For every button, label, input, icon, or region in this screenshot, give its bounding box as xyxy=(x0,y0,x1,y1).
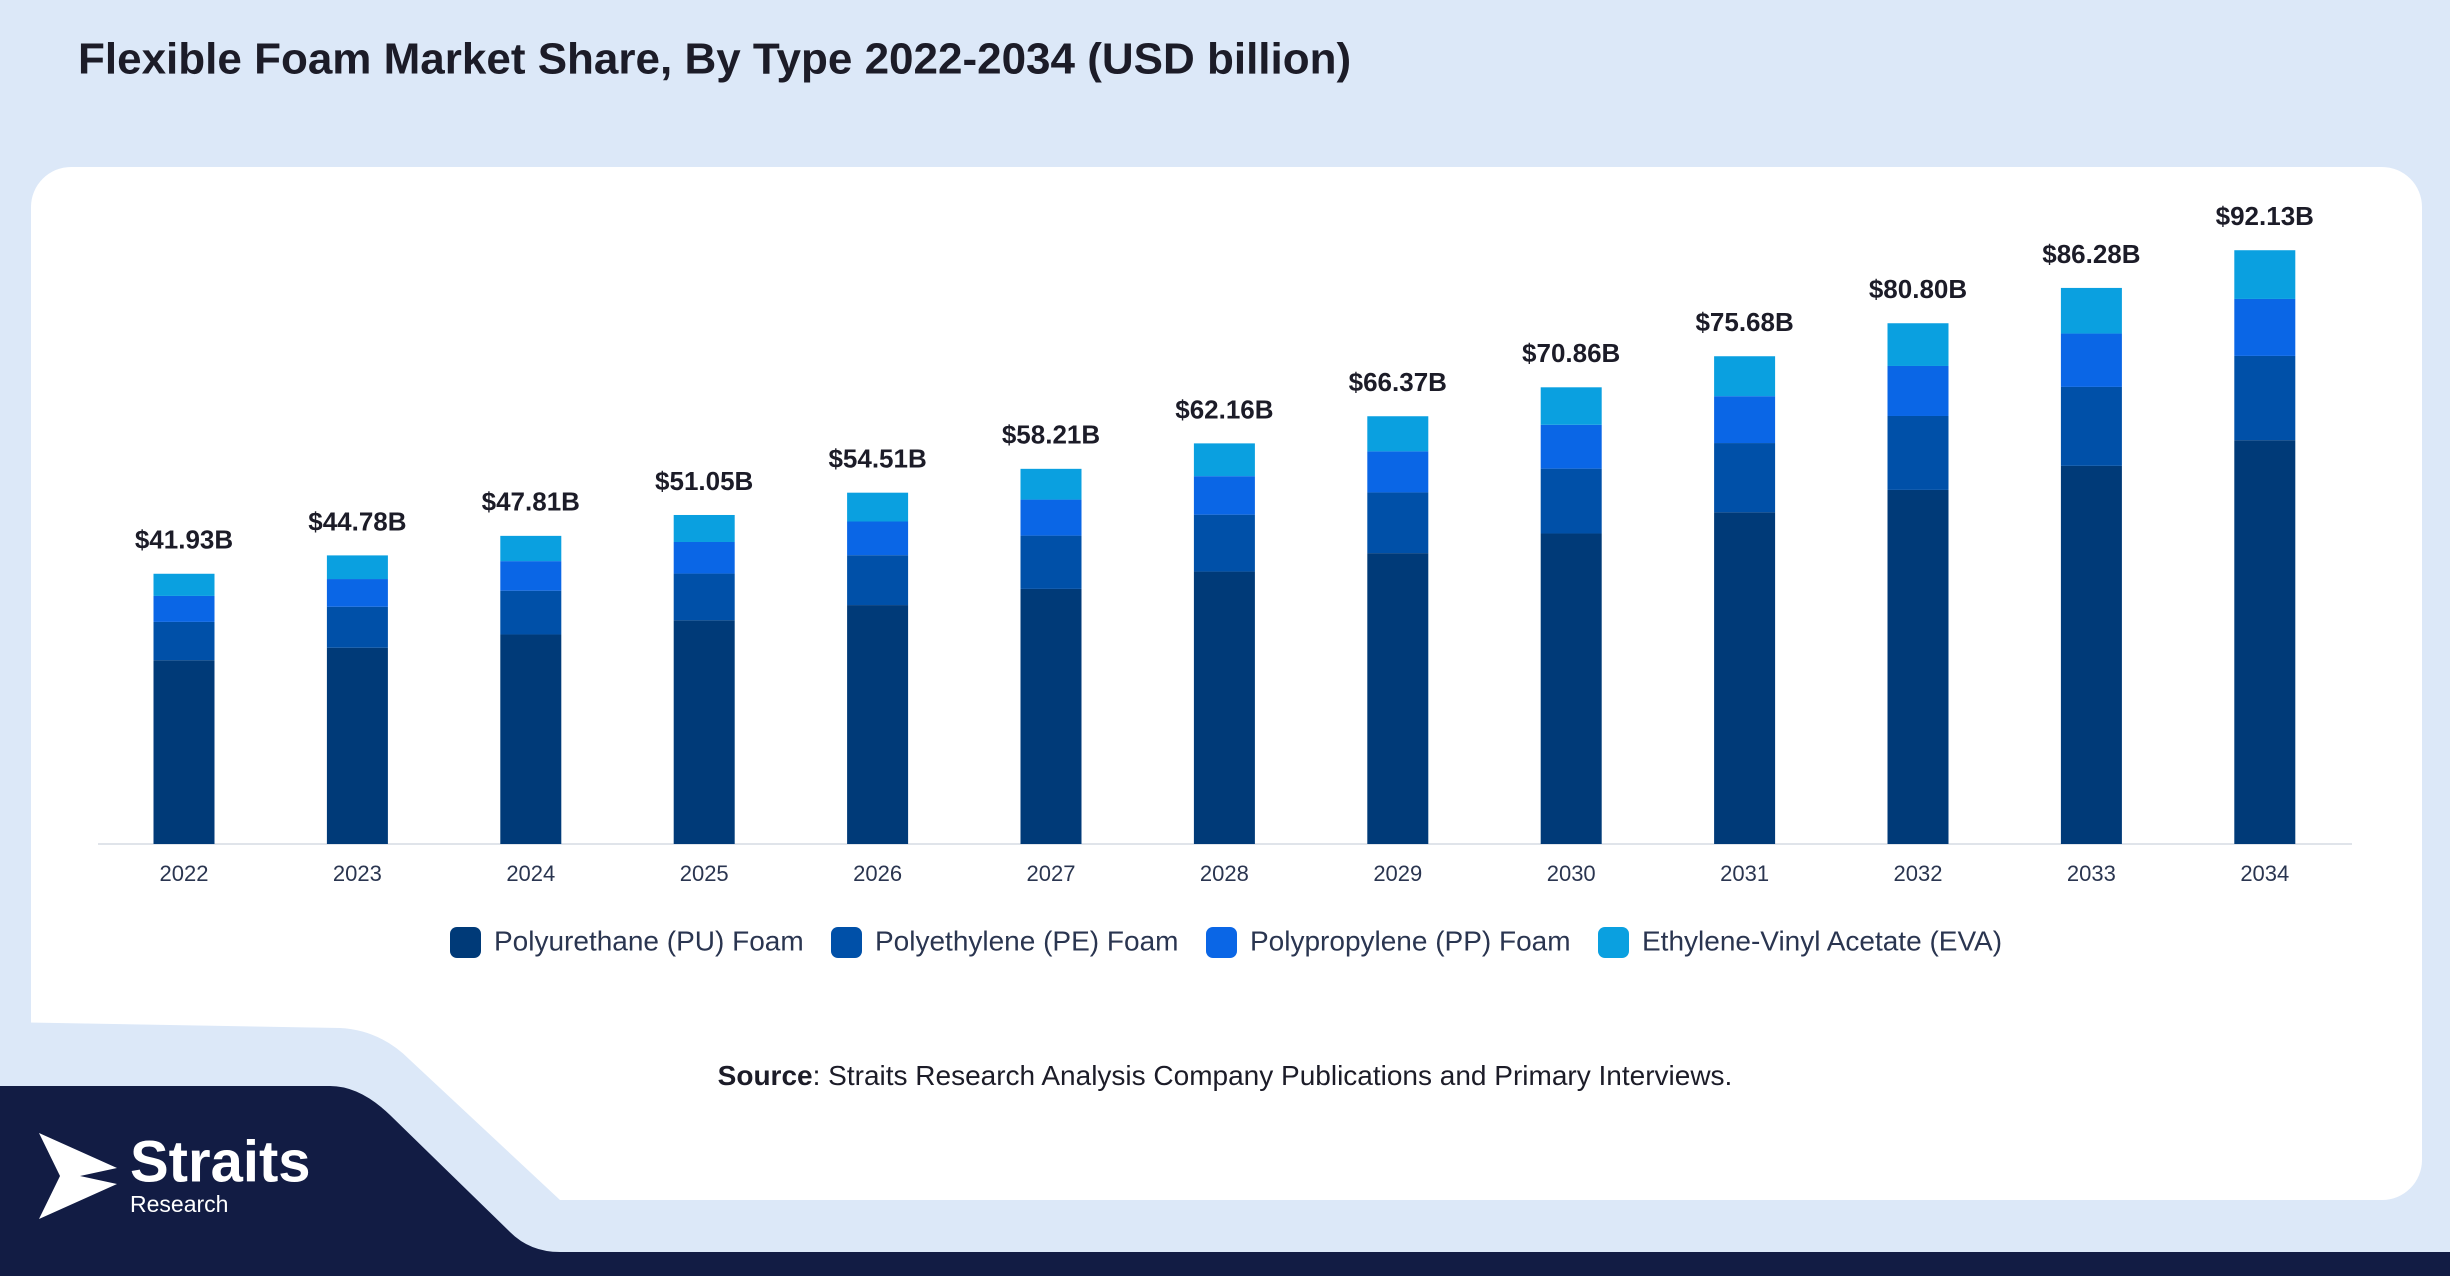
bar-segment xyxy=(326,647,388,844)
source: Source: Straits Research Analysis Compan… xyxy=(718,1060,1733,1091)
bar-segment xyxy=(2234,298,2296,356)
bar-segment xyxy=(2060,465,2122,844)
bar-segment xyxy=(153,573,215,596)
x-tick-label: 2034 xyxy=(2240,861,2289,886)
bar-segment xyxy=(1193,476,1255,515)
bar-segment xyxy=(2060,333,2122,387)
bar-segment xyxy=(1540,533,1602,844)
bar-segment xyxy=(1887,323,1949,366)
legend-swatch xyxy=(1206,927,1237,958)
x-tick-label: 2025 xyxy=(680,861,729,886)
logo-icon xyxy=(39,1133,117,1219)
total-label: $54.51B xyxy=(828,444,926,474)
bar-segment xyxy=(326,606,388,648)
bar-segment xyxy=(1887,415,1949,490)
total-label: $66.37B xyxy=(1349,367,1447,397)
bar-segment xyxy=(1540,468,1602,534)
bar-segment xyxy=(847,492,909,522)
bar-segment xyxy=(153,621,215,661)
chart-title: Flexible Foam Market Share, By Type 2022… xyxy=(78,35,1351,84)
bar-segment xyxy=(1714,443,1776,513)
legend-label: Polypropylene (PP) Foam xyxy=(1250,925,1571,956)
x-tick-label: 2023 xyxy=(333,861,382,886)
bar-segment xyxy=(847,521,909,556)
bar-segment xyxy=(153,660,215,844)
bar-segment xyxy=(847,555,909,606)
bar-segment xyxy=(1367,492,1429,554)
bar-segment xyxy=(2060,386,2122,466)
x-tick-label: 2033 xyxy=(2067,861,2116,886)
legend-label: Polyethylene (PE) Foam xyxy=(875,925,1178,956)
total-label: $70.86B xyxy=(1522,338,1620,368)
x-tick-label: 2028 xyxy=(1200,861,1249,886)
bar-segment xyxy=(847,605,909,844)
bar-segment xyxy=(500,561,562,591)
legend-swatch xyxy=(831,927,862,958)
bar-segment xyxy=(1020,499,1082,536)
total-label: $41.93B xyxy=(135,525,233,555)
legend-swatch xyxy=(1598,927,1629,958)
bar-segment xyxy=(500,535,562,562)
bar-segment xyxy=(1020,468,1082,500)
bar-segment xyxy=(1714,356,1776,397)
x-tick-label: 2029 xyxy=(1373,861,1422,886)
logo-name: Straits xyxy=(130,1129,311,1194)
bar-segment xyxy=(1887,489,1949,844)
bar-segment xyxy=(1367,451,1429,493)
bar-segment xyxy=(500,590,562,635)
total-label: $80.80B xyxy=(1869,274,1967,304)
total-label: $62.16B xyxy=(1175,394,1273,424)
bar-segment xyxy=(1193,443,1255,477)
x-tick-label: 2026 xyxy=(853,861,902,886)
bar-segment xyxy=(1540,424,1602,469)
x-tick-label: 2032 xyxy=(1894,861,1943,886)
bar-segment xyxy=(1020,588,1082,844)
bar-segment xyxy=(153,595,215,622)
bar-segment xyxy=(673,620,735,844)
bar-segment xyxy=(1540,387,1602,425)
legend-label: Ethylene-Vinyl Acetate (EVA) xyxy=(1642,925,2002,956)
x-tick-label: 2022 xyxy=(160,861,209,886)
total-label: $58.21B xyxy=(1002,420,1100,450)
source-label: Source xyxy=(718,1060,813,1091)
bar-segment xyxy=(500,634,562,844)
bar-segment xyxy=(1193,514,1255,572)
source-text: : Straits Research Analysis Company Publ… xyxy=(813,1060,1733,1091)
bar-segment xyxy=(673,541,735,574)
bar-segment xyxy=(2234,440,2296,844)
total-label: $75.68B xyxy=(1695,307,1793,337)
bar-segment xyxy=(326,579,388,607)
bar-segment xyxy=(1367,416,1429,452)
x-tick-label: 2030 xyxy=(1547,861,1596,886)
total-label: $92.13B xyxy=(2216,201,2314,231)
bar-segment xyxy=(673,573,735,621)
bar-segment xyxy=(2234,355,2296,441)
logo-sub: Research xyxy=(130,1191,228,1217)
bar-segment xyxy=(1714,396,1776,444)
bar-segment xyxy=(326,555,388,580)
total-label: $86.28B xyxy=(2042,239,2140,269)
bar-segment xyxy=(2060,287,2122,334)
bar-segment xyxy=(1020,535,1082,589)
total-label: $47.81B xyxy=(482,487,580,517)
legend-swatch xyxy=(450,927,481,958)
x-tick-label: 2027 xyxy=(1027,861,1076,886)
bar-segment xyxy=(1193,571,1255,844)
x-tick-label: 2024 xyxy=(506,861,555,886)
x-tick-label: 2031 xyxy=(1720,861,1769,886)
total-label: $44.78B xyxy=(308,506,406,536)
bar-segment xyxy=(1714,512,1776,844)
bar-segment xyxy=(2234,250,2296,299)
footer-band xyxy=(0,1086,2450,1276)
bar-segment xyxy=(1887,365,1949,416)
bar-segment xyxy=(1367,553,1429,844)
legend-label: Polyurethane (PU) Foam xyxy=(494,925,804,956)
total-label: $51.05B xyxy=(655,466,753,496)
bar-segment xyxy=(673,514,735,542)
